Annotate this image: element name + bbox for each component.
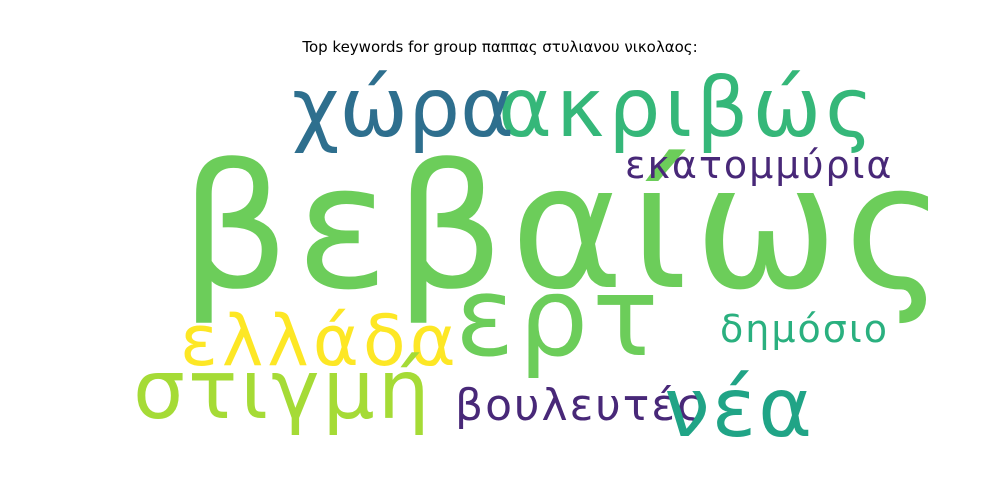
word-xora: χώρα [292, 61, 515, 156]
word-stigmi: στιγμή [133, 343, 433, 438]
word-ellada: ελλάδα [180, 300, 460, 382]
word-akrivos: ακριβώς [498, 61, 878, 156]
word-ekatommyria: εκατομμύρια [625, 143, 894, 187]
word-bebaios: βεβαίως [180, 127, 952, 328]
chart-title: Top keywords for group παππας στυλιανου … [302, 38, 698, 56]
word-vouleftes: βουλευτές [455, 380, 705, 431]
word-dimosio: δημόσιο [720, 307, 889, 351]
word-ert: ερτ [455, 253, 663, 381]
word-nea: νέα [664, 361, 815, 456]
